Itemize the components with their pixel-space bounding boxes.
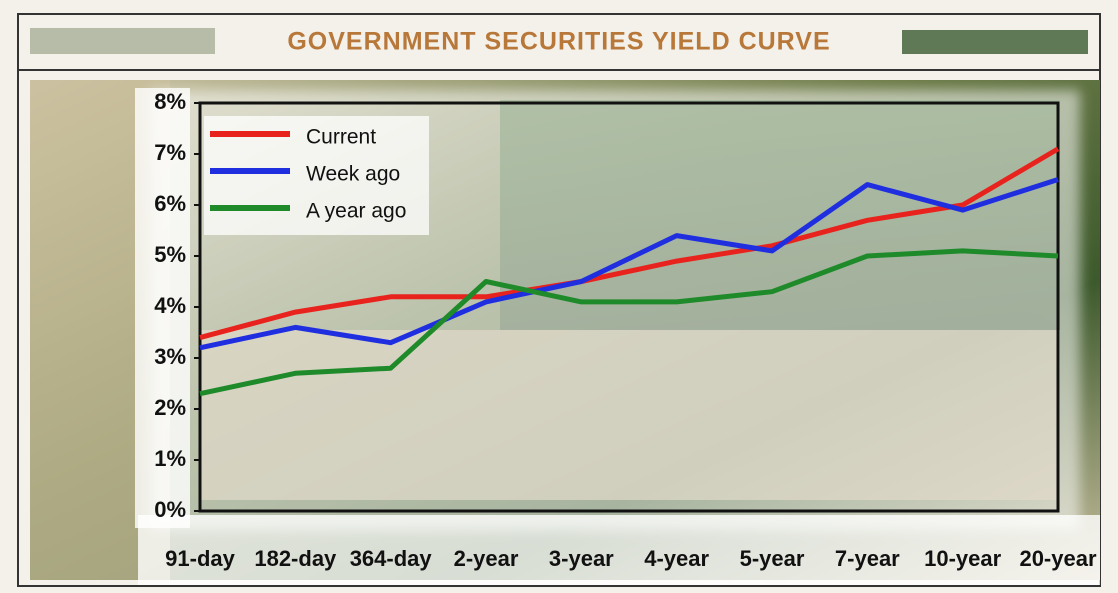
y-tick-label: 6% (154, 191, 186, 216)
chart-title: GOVERNMENT SECURITIES YIELD CURVE (287, 28, 830, 56)
x-tick-label: 364-day (350, 546, 433, 571)
y-tick-label: 0% (154, 497, 186, 522)
x-tick-label: 7-year (835, 546, 900, 571)
y-tick-label: 3% (154, 344, 186, 369)
x-tick-label: 2-year (454, 546, 519, 571)
x-tick-label: 182-day (254, 546, 337, 571)
x-tick-label: 4-year (644, 546, 709, 571)
y-tick-label: 7% (154, 140, 186, 165)
title-decor-left (30, 28, 215, 54)
title-decor-right (902, 30, 1088, 54)
x-tick-label: 10-year (924, 546, 1002, 571)
legend-label: Week ago (306, 163, 400, 186)
x-tick-label: 20-year (1019, 546, 1097, 571)
legend-label: Current (306, 126, 376, 149)
chart: GOVERNMENT SECURITIES YIELD CURVE 0% 1% 2%… (0, 0, 1118, 593)
x-tick-label: 3-year (549, 546, 614, 571)
y-tick-label: 5% (154, 242, 186, 267)
y-tick-label: 1% (154, 446, 186, 471)
y-tick-label: 8% (154, 89, 186, 114)
y-tick-label: 4% (154, 293, 186, 318)
x-tick-label: 91-day (165, 546, 235, 571)
x-tick-label: 5-year (740, 546, 805, 571)
legend-label: A year ago (306, 200, 406, 223)
y-tick-label: 2% (154, 395, 186, 420)
